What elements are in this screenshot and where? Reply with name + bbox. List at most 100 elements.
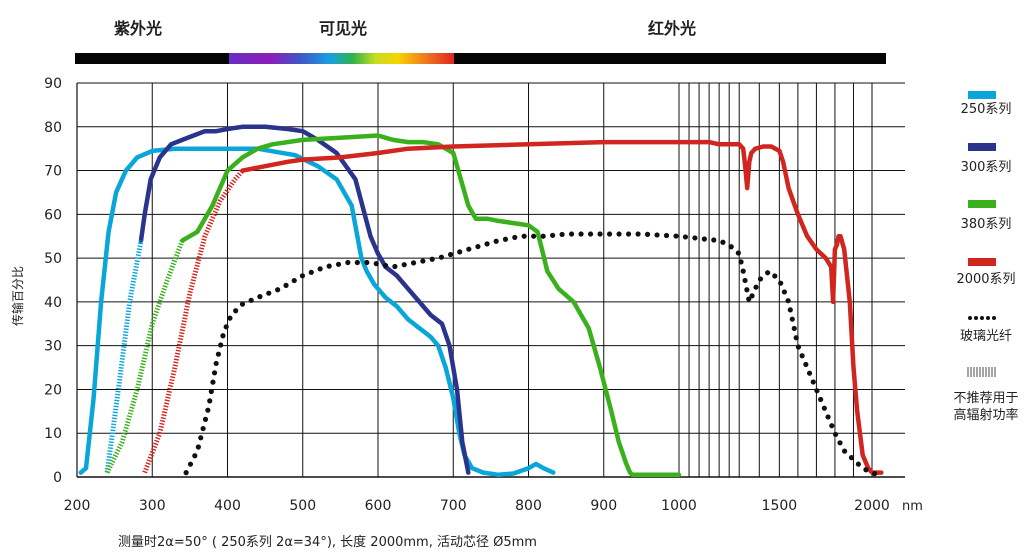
series-point: [354, 259, 360, 266]
legend-label: 不推荐用于高辐射功率: [953, 391, 1018, 423]
series-point: [291, 277, 297, 284]
series-point: [597, 231, 603, 237]
series-point: [789, 316, 795, 322]
series-point: [735, 250, 741, 256]
series-point: [863, 467, 869, 473]
series-point: [457, 249, 463, 255]
series-point: [806, 370, 813, 376]
series-point: [625, 231, 632, 237]
x-tick-label: 700: [440, 498, 467, 514]
y-tick-label: 10: [44, 426, 62, 442]
y-tick-label: 70: [44, 164, 62, 180]
series-point: [266, 290, 272, 296]
series-point: [682, 234, 689, 240]
series-line-not-recommended: [104, 239, 185, 474]
legend-label: 250系列: [961, 102, 1012, 117]
y-tick-label: 30: [44, 339, 62, 355]
x-tick-label: 1000: [661, 498, 697, 514]
series-point: [183, 470, 189, 476]
footnote: 测量时2α=50° ( 250系列 2α=34°), 长度 2000mm, 活动…: [118, 534, 537, 550]
series-point: [753, 284, 759, 290]
series-point: [447, 251, 454, 258]
series-point: [793, 335, 799, 341]
series-point: [778, 280, 784, 286]
spectrum-region-label: 紫外光: [114, 19, 162, 38]
y-tick-label: 90: [44, 76, 62, 92]
series-point: [438, 254, 445, 260]
series-point: [578, 231, 584, 237]
series-point: [364, 259, 370, 266]
y-tick-label: 0: [53, 470, 62, 486]
series-line-0: [78, 146, 556, 478]
series-point: [635, 231, 641, 237]
series-point: [248, 297, 254, 303]
legend-swatch: [968, 91, 996, 99]
series-line-1: [138, 124, 471, 475]
x-tick-label: 900: [590, 498, 617, 514]
series-point: [814, 388, 820, 394]
series-point: [692, 235, 698, 241]
series-point: [208, 388, 214, 395]
series-point: [744, 287, 750, 293]
data-series: [78, 124, 884, 478]
series-point: [559, 231, 565, 238]
series-point: [746, 296, 752, 302]
spectrum-bar: [75, 53, 886, 64]
spectrum-region-labels: 紫外光 可见光 红外光: [114, 19, 696, 38]
x-tick-label: 500: [289, 498, 316, 514]
x-tick-label: 1500: [762, 498, 798, 514]
legend-swatch: [968, 200, 996, 208]
series-point: [220, 333, 226, 339]
series-point: [791, 325, 797, 332]
series-point: [673, 233, 679, 239]
series-point: [218, 342, 224, 348]
spectrum-region-label: 可见光: [319, 19, 367, 38]
series-point: [720, 239, 726, 245]
series-point: [841, 448, 848, 454]
y-axis-label: 传输百分比: [10, 266, 25, 326]
legend-label: 玻璃光纤: [960, 329, 1012, 344]
series-point: [326, 263, 332, 269]
series-point: [210, 379, 216, 385]
series-point: [283, 282, 289, 288]
legend-swatch-dot: [980, 316, 984, 320]
series-point: [855, 461, 862, 467]
series-point: [740, 268, 746, 274]
series-point: [187, 461, 194, 467]
spectrum-bar-base: [75, 53, 886, 64]
series-point: [872, 471, 878, 477]
series-point: [429, 256, 435, 262]
series-point: [512, 234, 518, 241]
y-tick-label: 20: [44, 382, 62, 398]
series-point: [200, 425, 206, 432]
series-point: [202, 416, 209, 422]
series-point: [345, 259, 351, 266]
spectrum-bar-visible: [229, 53, 454, 64]
series-point: [785, 298, 791, 304]
series-point: [765, 270, 771, 276]
series-point: [257, 294, 263, 300]
series-point: [848, 455, 855, 461]
series-line-2: [180, 133, 682, 478]
x-tick-label: 200: [64, 498, 91, 514]
series-point: [335, 261, 342, 267]
series-point: [420, 258, 426, 264]
series-point: [742, 277, 748, 284]
legend-swatch-dot: [986, 316, 990, 320]
x-tick-label: 800: [515, 498, 542, 514]
series-point: [821, 405, 827, 411]
series-point: [701, 236, 707, 242]
legend-label: 380系列: [961, 217, 1012, 232]
series-point: [207, 398, 213, 404]
series-point: [829, 423, 835, 429]
series-point: [317, 266, 323, 272]
series-line-not-recommended: [104, 240, 144, 473]
legend-label: 300系列: [961, 160, 1012, 175]
legend-swatch-dot: [974, 316, 978, 320]
series-point: [606, 231, 613, 237]
plot-grid: [76, 82, 905, 478]
spectrum-region-label: 红外光: [648, 19, 696, 38]
series-point: [239, 301, 246, 307]
